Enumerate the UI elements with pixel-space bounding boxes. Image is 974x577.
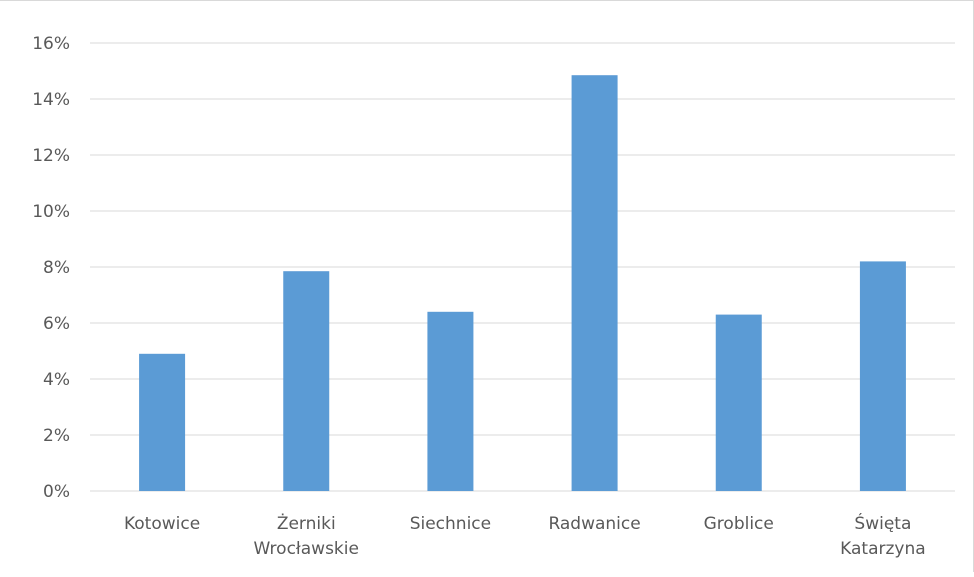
- y-tick-label: 12%: [32, 146, 70, 166]
- x-tick-label: Wrocławskie: [254, 539, 359, 559]
- y-tick-label: 14%: [32, 90, 70, 110]
- x-tick-label: Katarzyna: [840, 539, 926, 559]
- x-tick-label: Żerniki: [277, 513, 336, 534]
- bar: [715, 314, 762, 491]
- y-tick-label: 2%: [43, 426, 70, 446]
- y-axis-tick-labels: 0% 2% 4% 6% 8% 10% 12% 14% 16%: [32, 34, 70, 502]
- bar: [427, 311, 474, 491]
- y-tick-label: 0%: [43, 482, 70, 502]
- bar: [571, 75, 618, 491]
- y-tick-label: 8%: [43, 258, 70, 278]
- x-tick-label: Kotowice: [124, 514, 200, 534]
- y-tick-label: 6%: [43, 314, 70, 334]
- bar: [139, 353, 186, 491]
- x-tick-label: Groblice: [704, 514, 774, 534]
- x-tick-label: Siechnice: [410, 514, 491, 534]
- x-tick-label: Święta: [854, 512, 911, 534]
- bars: [139, 75, 906, 491]
- x-tick-label: Radwanice: [548, 514, 640, 534]
- y-tick-label: 4%: [43, 370, 70, 390]
- y-tick-label: 16%: [32, 34, 70, 54]
- bar: [283, 271, 330, 491]
- x-axis-tick-labels: Kotowice Żerniki Wrocławskie Siechnice Radwa…: [124, 512, 926, 559]
- y-tick-label: 10%: [32, 202, 70, 222]
- bar: [859, 261, 906, 491]
- gridlines: [90, 42, 955, 492]
